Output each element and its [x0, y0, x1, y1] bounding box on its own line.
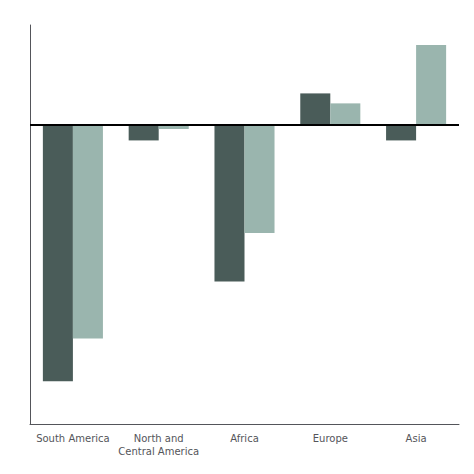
svg-text:North and: North and: [134, 433, 184, 444]
svg-text:South America: South America: [36, 433, 110, 444]
svg-text:Asia: Asia: [406, 433, 427, 444]
svg-text:Central America: Central America: [118, 446, 199, 457]
svg-text:Europe: Europe: [313, 433, 348, 444]
svg-text:Africa: Africa: [230, 433, 259, 444]
